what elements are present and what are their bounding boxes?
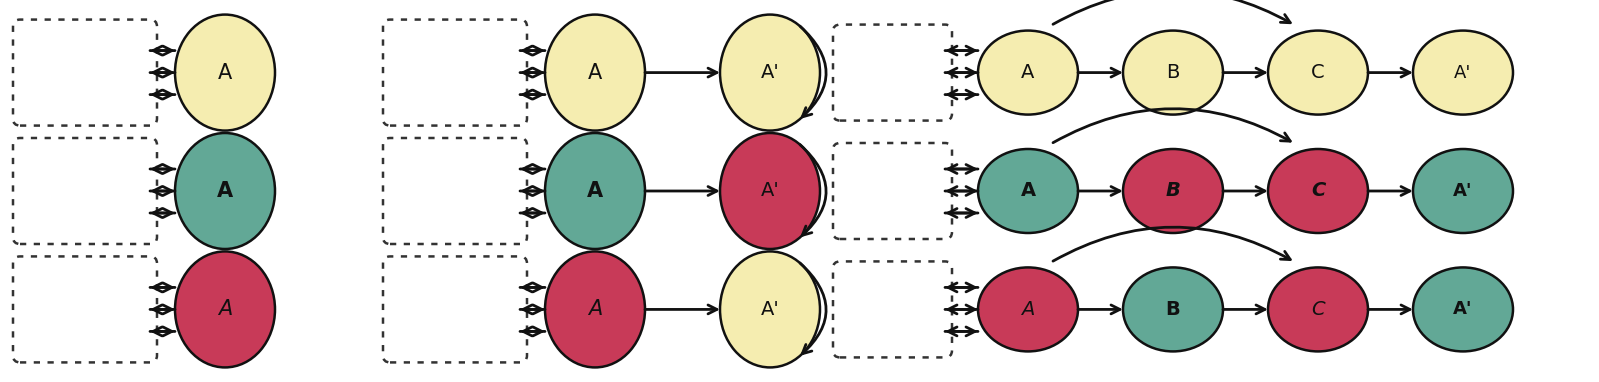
Text: C: C bbox=[1311, 181, 1326, 201]
Text: A: A bbox=[588, 299, 603, 319]
Ellipse shape bbox=[174, 133, 275, 249]
Text: A': A' bbox=[761, 181, 779, 201]
Text: C: C bbox=[1311, 300, 1326, 319]
Ellipse shape bbox=[1122, 267, 1223, 351]
Ellipse shape bbox=[174, 15, 275, 131]
Ellipse shape bbox=[174, 251, 275, 367]
Text: A: A bbox=[1020, 181, 1036, 201]
Ellipse shape bbox=[1414, 267, 1513, 351]
Ellipse shape bbox=[545, 133, 644, 249]
Ellipse shape bbox=[720, 133, 820, 249]
Ellipse shape bbox=[1268, 31, 1369, 115]
Ellipse shape bbox=[720, 15, 820, 131]
Text: A: A bbox=[1022, 63, 1035, 82]
Text: A': A' bbox=[761, 300, 779, 319]
Text: A: A bbox=[217, 63, 232, 83]
Text: C: C bbox=[1311, 63, 1326, 82]
Text: A: A bbox=[587, 181, 603, 201]
Ellipse shape bbox=[545, 15, 644, 131]
Ellipse shape bbox=[1268, 149, 1369, 233]
Ellipse shape bbox=[545, 251, 644, 367]
Ellipse shape bbox=[1414, 31, 1513, 115]
Text: A: A bbox=[588, 63, 603, 83]
Text: A': A' bbox=[761, 63, 779, 82]
Text: A': A' bbox=[1453, 300, 1473, 319]
Text: B: B bbox=[1166, 300, 1180, 319]
Ellipse shape bbox=[1414, 149, 1513, 233]
Text: A: A bbox=[217, 299, 232, 319]
Text: A: A bbox=[1022, 300, 1035, 319]
Ellipse shape bbox=[979, 31, 1078, 115]
Text: A: A bbox=[217, 181, 233, 201]
Text: B: B bbox=[1166, 181, 1180, 201]
Ellipse shape bbox=[720, 251, 820, 367]
Ellipse shape bbox=[979, 149, 1078, 233]
Ellipse shape bbox=[1122, 149, 1223, 233]
Text: A': A' bbox=[1453, 182, 1473, 200]
Text: B: B bbox=[1166, 63, 1180, 82]
Text: A': A' bbox=[1455, 63, 1471, 82]
Ellipse shape bbox=[1268, 267, 1369, 351]
Ellipse shape bbox=[979, 267, 1078, 351]
Ellipse shape bbox=[1122, 31, 1223, 115]
